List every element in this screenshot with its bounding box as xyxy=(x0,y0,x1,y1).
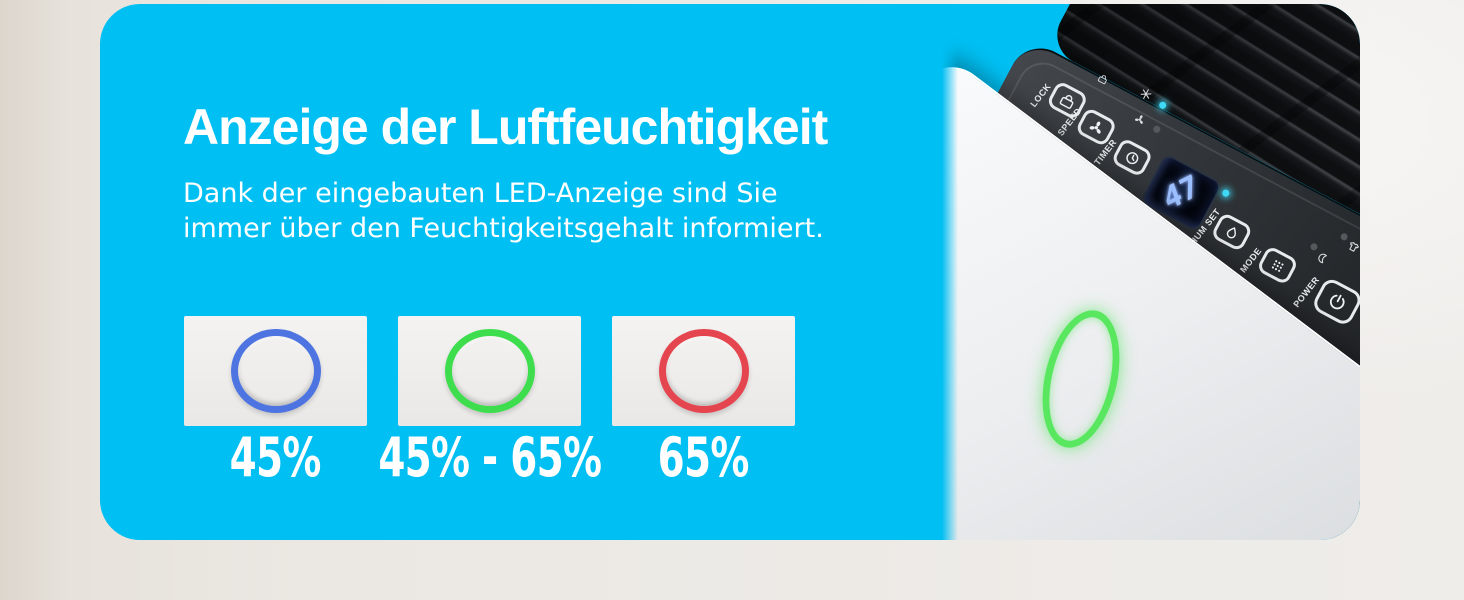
blue-led-ring-icon xyxy=(230,329,321,413)
lock-button xyxy=(1045,80,1089,121)
mode-dots-icon xyxy=(1271,259,1284,272)
indicator-optimal: 45% - 65% xyxy=(378,316,602,485)
humidity-indicator-row: 45% 45% - 65% 65% xyxy=(184,316,795,489)
fan-icon xyxy=(1089,120,1101,133)
indicator-dry: 45% xyxy=(184,316,367,489)
mode-button xyxy=(1255,244,1300,286)
device-top-assembly: LOCK SPEED TIMER 47 HUM SET MODE xyxy=(942,4,1360,540)
promo-card: Anzeige der Luftfeuchtigkeit Dank der ei… xyxy=(100,4,1360,540)
indicator-swatch xyxy=(184,316,367,426)
indicator-swatch xyxy=(612,316,795,426)
page-title: Anzeige der Luftfeuchtigkeit xyxy=(183,99,828,155)
green-led-ring-icon xyxy=(444,329,535,413)
timer-clock-icon xyxy=(1126,151,1139,164)
indicator-swatch xyxy=(398,316,581,426)
laundry-shirt-icon xyxy=(1342,239,1360,261)
red-led-ring-icon xyxy=(658,329,749,413)
water-drop-icon xyxy=(1226,226,1236,238)
hum-set-button xyxy=(1210,211,1254,253)
indicator-label: 45% - 65% xyxy=(378,426,602,489)
subtitle-text: Dank der eingebauten LED-Anzeige sind Si… xyxy=(183,178,824,244)
photo-edge-fade xyxy=(942,4,958,540)
indicator-humid: 65% xyxy=(612,316,795,489)
timer-button xyxy=(1110,137,1154,178)
dehumidifier-photo: LOCK SPEED TIMER 47 HUM SET MODE xyxy=(942,4,1360,540)
lock-indicator-icon xyxy=(1093,70,1111,91)
fan-speed-indicator-icon xyxy=(1129,111,1148,133)
indicator-label: 65% xyxy=(658,426,750,489)
lock-icon xyxy=(1059,94,1074,109)
indicator-label: 45% xyxy=(230,426,322,489)
power-button xyxy=(1310,275,1360,328)
speed-button xyxy=(1074,106,1118,148)
sleep-moon-icon xyxy=(1311,249,1331,271)
humidity-display-value: 47 xyxy=(1159,167,1204,218)
defrost-snowflake-icon xyxy=(1135,85,1155,107)
power-icon xyxy=(1329,294,1345,310)
